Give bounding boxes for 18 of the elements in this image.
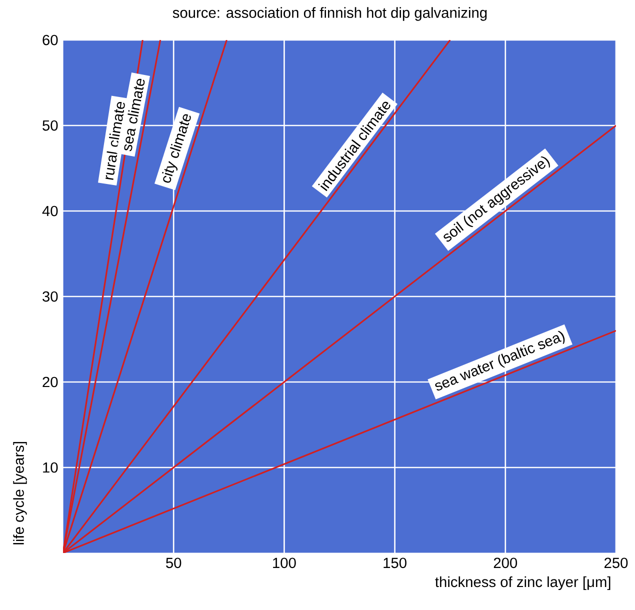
y-tick-label: 20 [42, 376, 58, 388]
x-tick-label: 250 [604, 558, 628, 568]
text: sea water (baltic sea) [435, 330, 565, 391]
y-tick-label: 10 [43, 462, 58, 473]
x-tick-label: 150 [384, 558, 406, 568]
x-tick-label: 100 [273, 558, 296, 568]
y-tick-label: 30 [42, 291, 58, 302]
text: city climate [162, 114, 191, 183]
y-axis-title: life cycle [years] [13, 442, 27, 544]
y-tick-label: 40 [42, 206, 58, 216]
x-tick-label: 200 [494, 558, 518, 568]
x-tick-label: 50 [166, 558, 182, 568]
text: sea climate [124, 78, 145, 152]
x-axis-title: thickness of zinc layer [μm] [435, 576, 610, 590]
y-tick-label: 50 [42, 120, 58, 131]
y-tick-label: 60 [42, 34, 58, 46]
chart-title: source: association of finnish hot dip galvanizing [172, 7, 487, 21]
text: rural climate [106, 102, 125, 180]
